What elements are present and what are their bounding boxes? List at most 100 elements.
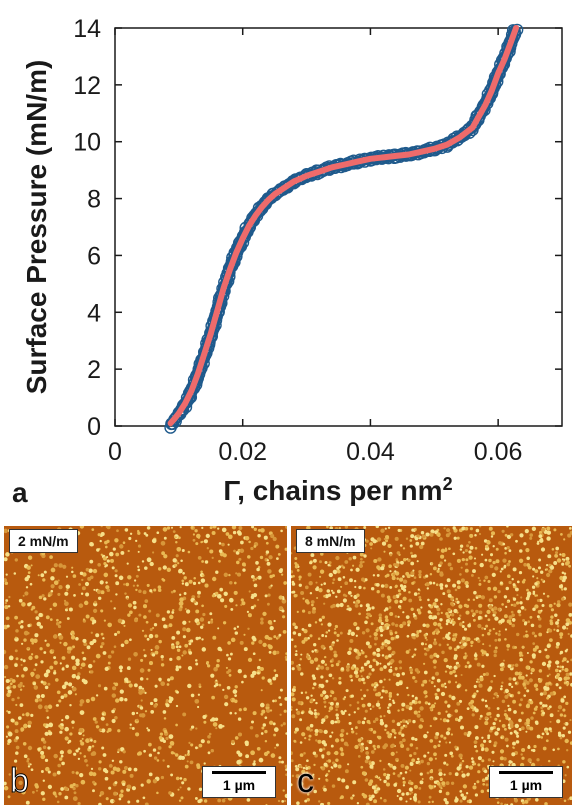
afm-particle [477,680,481,684]
afm-particle [64,795,69,800]
afm-particle [396,577,399,580]
afm-particle [466,544,470,548]
afm-particle [423,647,427,651]
afm-particle [223,572,228,577]
afm-particle [509,721,514,726]
afm-particle [349,703,352,707]
afm-particle [137,531,141,535]
afm-particle [268,585,272,589]
y-tick-label: 10 [73,129,101,157]
afm-particle [280,724,284,727]
afm-particle [360,749,364,753]
scalebar-b: 1 µm [202,766,276,798]
afm-particle [86,645,91,650]
afm-particle [88,745,92,750]
afm-particle [319,729,323,734]
afm-particle [331,677,335,680]
afm-particle [399,584,404,588]
afm-particle [88,771,94,776]
afm-particle [217,646,222,651]
afm-particle [291,708,293,711]
afm-particle [313,643,317,647]
afm-particle [539,701,543,705]
afm-particle [405,571,410,576]
afm-particle [294,557,298,560]
afm-particle [529,533,534,537]
afm-particle [405,800,408,803]
afm-particle [272,650,277,656]
afm-particle [477,623,482,629]
afm-particle [425,574,429,578]
afm-particle [127,603,133,608]
afm-particle [344,769,349,774]
afm-particle [200,625,204,629]
afm-particle [324,774,328,777]
afm-particle [72,574,77,578]
afm-particle [387,734,392,739]
afm-particle [294,565,299,569]
afm-particle [546,536,551,541]
afm-particle [79,571,84,576]
afm-particle [299,753,304,757]
afm-particle [548,628,553,633]
afm-particle [363,717,367,720]
y-tick-label: 0 [87,413,101,441]
afm-particle [304,764,308,768]
afm-particle [508,615,513,620]
afm-particle [429,724,432,728]
afm-particle [446,664,450,668]
afm-particle [265,541,269,545]
afm-particle [570,658,572,662]
afm-particle [322,697,326,700]
afm-particle [369,635,372,638]
afm-particle [368,664,373,669]
afm-particle [569,719,572,722]
afm-particle [525,596,530,601]
afm-particle [306,653,309,656]
afm-particle [465,562,468,566]
afm-particle [215,570,219,574]
afm-particle [384,527,387,530]
afm-particle [470,757,474,760]
afm-particle [379,721,385,726]
afm-particle [117,618,123,624]
afm-particle [161,551,166,556]
afm-particle [450,667,453,670]
afm-particle [376,647,381,653]
afm-particle [64,736,69,741]
afm-particle [236,625,240,628]
afm-particle [188,620,191,623]
afm-particle [49,607,53,611]
afm-particle [331,658,334,661]
afm-particle [416,713,421,718]
afm-particle [360,765,364,769]
afm-particle [177,788,180,791]
afm-particle [101,713,105,716]
afm-particle [461,526,466,531]
afm-particle [426,731,429,734]
afm-particle [158,639,162,644]
afm-particle [165,736,169,741]
afm-particle [114,716,118,720]
afm-particle [186,752,190,756]
afm-particle [437,567,440,570]
afm-particle [346,608,349,611]
afm-particle [452,552,456,556]
afm-particle [243,674,247,679]
afm-particle [168,623,173,628]
afm-particle [546,732,550,736]
afm-particle [136,752,141,756]
afm-particle [299,781,304,787]
afm-particle [336,716,339,720]
afm-particle [284,697,287,701]
afm-particle [93,600,97,604]
afm-particle [115,593,118,596]
afm-particle [294,653,298,657]
afm-particle [373,636,379,641]
afm-particle [265,703,270,708]
afm-particle [225,666,228,669]
afm-particle [182,627,187,632]
afm-particle [453,656,458,660]
afm-particle [265,708,271,713]
afm-particle [304,691,308,694]
